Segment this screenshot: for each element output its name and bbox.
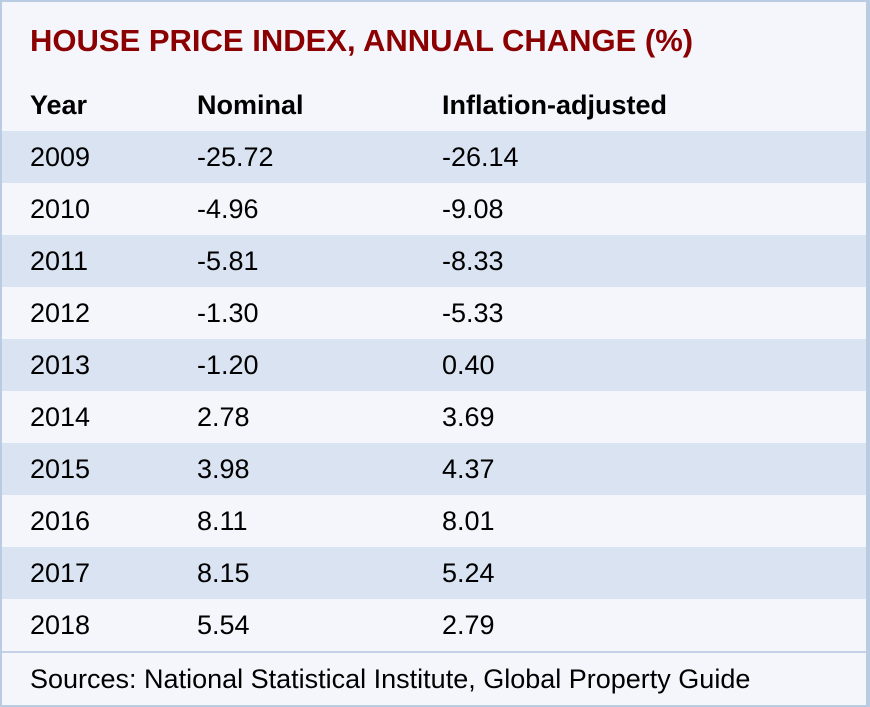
table-row: 2014 2.78 3.69: [2, 391, 866, 443]
year-cell: 2015: [30, 453, 91, 484]
column-header-inflation-adjusted: Inflation-adjusted: [442, 90, 667, 120]
year-cell: 2017: [30, 557, 91, 588]
nominal-cell: -25.72: [197, 141, 274, 172]
table-row: 2015 3.98 4.37: [2, 443, 866, 495]
inflation-adjusted-cell: 0.40: [442, 349, 495, 380]
inflation-adjusted-cell: -26.14: [442, 141, 519, 172]
nominal-cell: -4.96: [197, 193, 259, 224]
year-cell: 2013: [30, 349, 91, 380]
sources-footer: Sources: National Statistical Institute,…: [2, 651, 866, 705]
year-cell: 2018: [30, 609, 91, 640]
table-row: 2016 8.11 8.01: [2, 495, 866, 547]
inflation-adjusted-cell: 5.24: [442, 557, 495, 588]
nominal-cell: -5.81: [197, 245, 259, 276]
column-header-nominal: Nominal: [197, 90, 304, 120]
inflation-adjusted-cell: -8.33: [442, 245, 504, 276]
column-header-year: Year: [30, 90, 88, 120]
year-cell: 2009: [30, 141, 91, 172]
inflation-adjusted-cell: 8.01: [442, 505, 495, 536]
year-cell: 2010: [30, 193, 91, 224]
title-bar: HOUSE PRICE INDEX, ANNUAL CHANGE (%): [2, 2, 866, 80]
table-row: 2017 8.15 5.24: [2, 547, 866, 599]
year-cell: 2012: [30, 297, 91, 328]
table-body: 2009 -25.72 -26.14 2010 -4.96 -9.08 2011…: [2, 131, 866, 651]
inflation-adjusted-cell: -9.08: [442, 193, 504, 224]
inflation-adjusted-cell: 3.69: [442, 401, 495, 432]
table-row: 2010 -4.96 -9.08: [2, 183, 866, 235]
table-row: 2018 5.54 2.79: [2, 599, 866, 651]
table-row: 2009 -25.72 -26.14: [2, 131, 866, 183]
year-cell: 2014: [30, 401, 91, 432]
inflation-adjusted-cell: 4.37: [442, 453, 495, 484]
year-cell: 2016: [30, 505, 91, 536]
nominal-cell: 8.11: [197, 505, 248, 536]
year-cell: 2011: [30, 245, 89, 276]
nominal-cell: -1.20: [197, 349, 259, 380]
inflation-adjusted-cell: 2.79: [442, 609, 495, 640]
table-row: 2011 -5.81 -8.33: [2, 235, 866, 287]
table-header-row: Year Nominal Inflation-adjusted: [2, 80, 866, 131]
nominal-cell: 2.78: [197, 401, 250, 432]
table-row: 2012 -1.30 -5.33: [2, 287, 866, 339]
table-row: 2013 -1.20 0.40: [2, 339, 866, 391]
nominal-cell: 8.15: [197, 557, 250, 588]
nominal-cell: -1.30: [197, 297, 259, 328]
inflation-adjusted-cell: -5.33: [442, 297, 504, 328]
sources-note: Sources: National Statistical Institute,…: [30, 663, 751, 694]
nominal-cell: 3.98: [197, 453, 250, 484]
nominal-cell: 5.54: [197, 609, 250, 640]
page-title: HOUSE PRICE INDEX, ANNUAL CHANGE (%): [30, 23, 694, 58]
